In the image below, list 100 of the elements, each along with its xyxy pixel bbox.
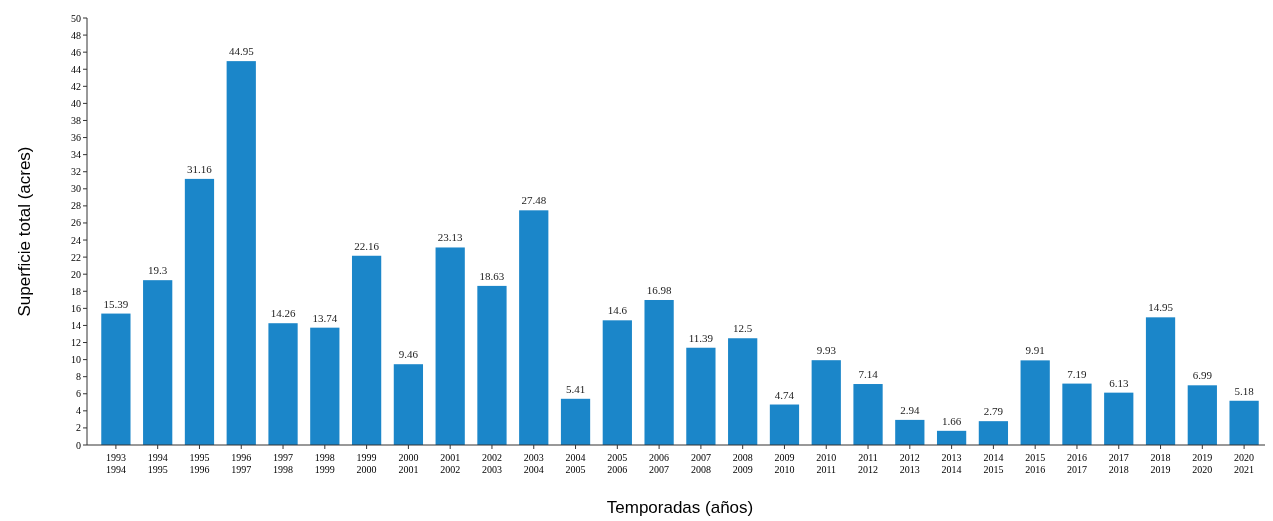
y-tick-label: 42	[71, 80, 81, 92]
data-label: 5.18	[1234, 384, 1255, 397]
y-tick-label: 16	[71, 302, 81, 314]
bar	[1062, 383, 1092, 445]
data-label: 2.94	[900, 403, 920, 416]
data-label: 15.39	[103, 297, 129, 310]
x-tick-label: 2009 2010	[774, 452, 795, 475]
data-label: 19.3	[148, 264, 168, 277]
y-tick-label: 44	[71, 63, 81, 75]
y-tick-label: 0	[76, 439, 81, 451]
y-tick-label: 14	[71, 319, 81, 331]
data-label: 31.16	[187, 162, 213, 175]
data-label: 5.41	[565, 382, 586, 395]
x-tick-label: 2012 2013	[899, 452, 920, 475]
data-label: 7.14	[858, 368, 879, 381]
x-tick-label: 2000 2001	[398, 452, 419, 475]
y-tick-label: 4	[76, 405, 81, 417]
data-label: 6.99	[1192, 369, 1213, 382]
data-label: 9.91	[1025, 344, 1045, 357]
bar	[184, 178, 215, 445]
bar	[1104, 392, 1134, 445]
data-label: 1.66	[941, 414, 962, 427]
x-tick-label: 2011 2012	[858, 452, 879, 475]
x-tick-label: 2016 2017	[1066, 452, 1087, 475]
bar	[477, 285, 507, 445]
data-label: 11.39	[688, 331, 714, 344]
bar	[435, 247, 465, 445]
data-label: 27.48	[521, 194, 547, 207]
bar	[644, 299, 674, 445]
x-tick-label: 2010 2011	[816, 452, 837, 475]
y-tick-label: 18	[71, 285, 81, 297]
x-tick-label: 2015 2016	[1025, 452, 1046, 475]
x-tick-label: 2020 2021	[1234, 452, 1255, 475]
x-tick-label: 2008 2009	[732, 452, 753, 475]
bar	[1020, 360, 1050, 445]
data-label: 9.46	[398, 348, 419, 361]
data-label: 16.98	[646, 283, 672, 296]
y-axis-title: Superficie total (acres)	[15, 146, 34, 317]
y-tick-label: 28	[71, 200, 81, 212]
data-label: 2.79	[983, 405, 1004, 418]
bar	[895, 419, 925, 445]
bar	[226, 61, 256, 445]
bar	[602, 320, 632, 445]
x-tick-label: 1998 1999	[314, 452, 335, 475]
data-label: 9.93	[816, 344, 837, 357]
bar	[351, 255, 382, 445]
x-tick-label: 2001 2002	[440, 452, 461, 475]
bar	[853, 384, 883, 445]
x-tick-label: 1997 1998	[273, 452, 294, 475]
y-tick-label: 48	[71, 29, 81, 41]
x-tick-label: 2002 2003	[481, 452, 502, 475]
y-tick-label: 24	[71, 234, 81, 246]
bar	[310, 327, 340, 445]
bar	[143, 280, 173, 445]
x-tick-label: 2003 2004	[523, 452, 544, 475]
x-tick-label: 1996 1997	[231, 452, 252, 475]
y-tick-label: 34	[71, 149, 81, 161]
x-tick-label: 1993 1994	[105, 452, 126, 475]
y-tick-label: 36	[71, 132, 81, 144]
bar	[978, 421, 1009, 445]
x-tick-label: 2004 2005	[565, 452, 586, 475]
y-tick-label: 38	[71, 114, 81, 126]
x-tick-label: 2013 2014	[941, 452, 962, 475]
bar	[936, 430, 967, 445]
x-tick-label: 1999 2000	[356, 452, 377, 475]
bar	[1229, 400, 1259, 445]
data-label: 22.16	[354, 239, 380, 252]
y-tick-label: 26	[71, 217, 81, 229]
bar	[268, 323, 298, 445]
x-axis-title: Temporadas (años)	[606, 498, 754, 517]
y-tick-label: 10	[71, 354, 81, 366]
bar	[1187, 385, 1217, 445]
y-tick-label: 50	[71, 12, 81, 24]
data-label: 14.95	[1148, 301, 1174, 314]
x-tick-label: 1994 1995	[147, 452, 168, 475]
bar	[686, 347, 716, 445]
y-tick-label: 32	[71, 166, 81, 178]
bar	[769, 404, 800, 445]
y-tick-label: 30	[71, 183, 81, 195]
y-tick-label: 12	[71, 337, 81, 349]
bar	[101, 313, 131, 445]
bar	[811, 360, 841, 445]
x-tick-label: 2006 2007	[649, 452, 670, 475]
x-tick-label: 1995 1996	[189, 452, 210, 475]
x-tick-label: 2018 2019	[1150, 452, 1171, 475]
data-label: 7.19	[1067, 367, 1088, 380]
bar	[728, 338, 758, 445]
x-tick-label: 2005 2006	[607, 452, 628, 475]
y-tick-label: 20	[71, 268, 81, 280]
x-tick-label: 2017 2018	[1108, 452, 1129, 475]
data-label: 18.63	[479, 269, 505, 282]
x-tick-label: 2007 2008	[690, 452, 711, 475]
data-label: 14.26	[270, 307, 296, 320]
data-label: 4.74	[774, 388, 795, 401]
x-tick-label: 2014 2015	[983, 452, 1004, 475]
bar	[1145, 317, 1176, 445]
bar	[393, 364, 424, 445]
y-tick-label: 22	[71, 251, 81, 263]
data-label: 14.6	[607, 304, 628, 317]
data-label: 6.13	[1109, 376, 1129, 389]
